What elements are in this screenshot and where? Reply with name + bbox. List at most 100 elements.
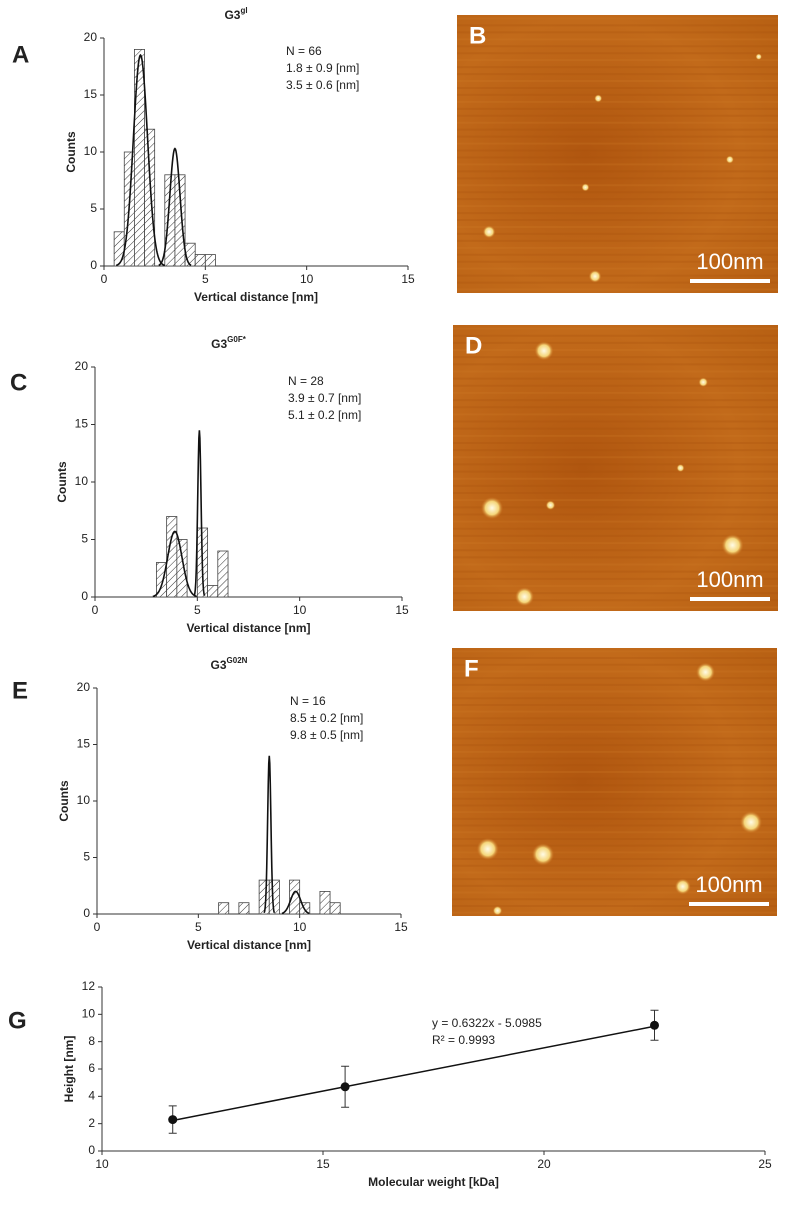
y-tick-label: 10 [84,144,98,158]
y-tick-label: 12 [82,979,96,993]
y-axis-label: Counts [64,131,78,173]
x-tick-label: 25 [758,1157,772,1171]
annotation: N = 66 [286,44,322,58]
y-tick-label: 5 [81,532,88,546]
x-tick-label: 0 [92,603,99,617]
particle [531,843,555,866]
annotation: N = 16 [290,694,326,708]
particle [695,662,716,682]
y-tick-label: 5 [90,201,97,215]
afm-image: F 100nm [452,648,777,916]
annotation: y = 0.6322x - 5.0985 [432,1016,542,1030]
annotation: 1.8 ± 0.9 [nm] [286,61,359,75]
particle [581,183,590,192]
x-tick-label: 0 [94,920,101,934]
afm-background [457,15,778,293]
x-tick-label: 15 [316,1157,330,1171]
title-base: G3 [224,8,240,22]
histogram-bar [174,174,186,267]
histogram-bar [204,254,216,267]
y-tick-label: 20 [75,359,89,373]
histogram-bar [217,550,229,598]
x-axis-label: Molecular weight [kDa] [368,1175,499,1189]
particle [588,269,602,283]
x-tick-label: 5 [202,272,209,286]
x-tick-label: 15 [401,272,415,286]
particle [492,905,503,916]
y-tick-label: 0 [90,258,97,272]
afm-background [453,325,778,611]
annotation: R² = 0.9993 [432,1033,495,1047]
histogram-bar [268,879,280,915]
y-tick-label: 10 [77,793,91,807]
histogram-bar [329,902,341,915]
x-tick-label: 20 [537,1157,551,1171]
fit-curve [281,890,310,915]
x-tick-label: 15 [395,603,409,617]
panel-label: B [469,22,486,49]
x-tick-label: 5 [195,920,202,934]
y-tick-label: 15 [84,87,98,101]
title-base: G3 [211,337,227,351]
fit-curve [193,430,206,596]
panel-label: F [464,655,479,682]
y-axis-label: Counts [55,461,69,503]
y-tick-label: 0 [88,1143,95,1157]
y-tick-label: 5 [83,850,90,864]
particle [480,496,504,520]
x-tick-label: 10 [293,920,307,934]
title-sup: gl [240,6,247,15]
y-tick-label: 0 [83,906,90,920]
panel-label: C [10,369,27,396]
y-tick-label: 6 [88,1061,95,1075]
annotation: N = 28 [288,374,324,388]
y-tick-label: 0 [81,589,88,603]
x-axis-label: Vertical distance [nm] [194,290,318,304]
data-point [650,1020,659,1030]
particle [698,377,709,388]
annotation: 3.9 ± 0.7 [nm] [288,391,361,405]
chart-title: G3G0F* [211,335,247,351]
histogram-bar [133,49,145,267]
scale-bar-label: 100nm [696,249,763,274]
y-axis-label: Height [nm] [62,1036,76,1103]
particle [721,534,744,557]
y-tick-label: 15 [77,737,91,751]
panel-label: E [12,677,28,704]
y-tick-label: 10 [82,1007,96,1021]
y-tick-label: 15 [75,417,89,431]
data-point [340,1082,350,1092]
data-point [168,1115,178,1125]
afm-image: D 100nm [453,325,778,611]
annotation: 3.5 ± 0.6 [nm] [286,78,359,92]
fit-curve [115,53,166,267]
particle [534,341,554,361]
fit-curve [158,147,192,267]
particle [594,94,603,103]
particle [725,155,734,164]
y-tick-label: 2 [88,1116,95,1130]
y-tick-label: 20 [77,680,91,694]
fit-curve [152,530,198,598]
particle [674,878,691,895]
y-tick-label: 4 [88,1089,95,1103]
title-base: G3 [211,658,227,672]
trendline [172,1025,655,1122]
x-tick-label: 10 [300,272,314,286]
chart-title: G3G02N [211,656,248,672]
histogram-bar [218,902,230,915]
panel-label: G [8,1007,27,1034]
scale-bar-label: 100nm [695,872,762,897]
scale-bar-label: 100nm [696,567,763,592]
histogram-bar [238,902,250,915]
histogram-bar [207,585,219,598]
fit-curve [263,755,276,914]
particle [514,587,535,607]
y-tick-label: 20 [84,30,98,44]
y-axis-label: Counts [57,780,71,822]
x-axis-label: Vertical distance [nm] [186,621,310,635]
particle [476,837,499,861]
x-tick-label: 10 [293,603,307,617]
particle [482,225,496,239]
